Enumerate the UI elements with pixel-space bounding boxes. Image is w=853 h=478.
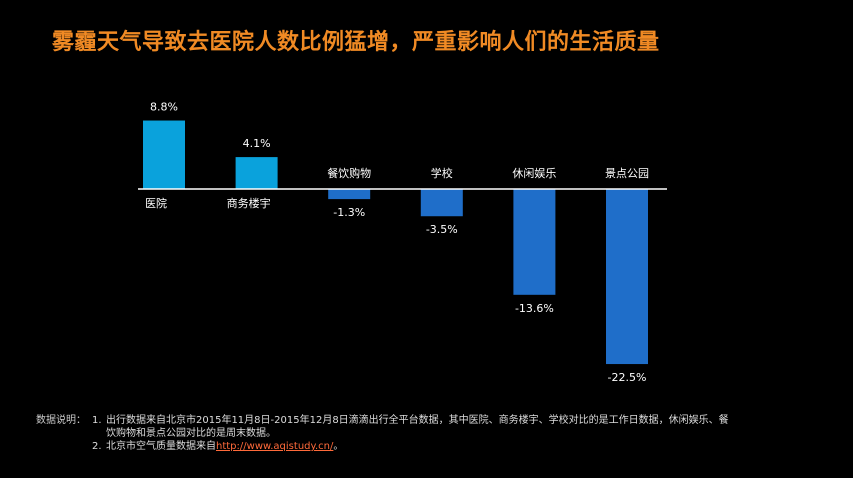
category-label: 餐饮购物 (327, 166, 371, 180)
note-text: 出行数据来自北京市2015年11月8日-2015年12月8日滴滴出行全平台数据，… (106, 415, 729, 439)
category-label: 学校 (431, 166, 453, 180)
note-number: 2. (92, 441, 102, 452)
chart-title: 雾霾天气导致去医院人数比例猛增，严重影响人们的生活质量 (52, 30, 660, 55)
category-label: 景点公园 (605, 167, 649, 180)
bar-6 (606, 189, 648, 365)
data-label: -22.5% (608, 371, 647, 384)
data-label: -1.3% (333, 206, 365, 219)
note-number: 1. (92, 415, 102, 426)
note-item-1: 1. 出行数据来自北京市2015年11月8日-2015年12月8日滴滴出行全平台… (92, 414, 732, 440)
labels-group: 8.8% 医院 4.1% 商务楼宇 -1.3% 餐饮购物 -3.5% 学校 -13.6% 休闲娱乐… (145, 101, 649, 385)
bar-4 (420, 189, 463, 217)
data-label: -3.5% (426, 223, 458, 236)
bar-2 (235, 157, 278, 189)
bar-chart: 8.8% 医院 4.1% 商务楼宇 -1.3% 餐饮购物 -3.5% 学校 -13.6% 休闲娱乐… (138, 101, 667, 385)
note-text: 北京市空气质量数据来自 (106, 441, 216, 452)
note-item-2: 2. 北京市空气质量数据来自http://www.aqistudy.cn/。 (92, 440, 732, 453)
bar-5 (513, 189, 556, 295)
bars-group (143, 120, 648, 365)
data-label: -13.6% (515, 302, 554, 315)
bar-1 (143, 120, 185, 189)
category-label: 休闲娱乐 (512, 166, 556, 180)
category-label: 商务楼宇 (227, 196, 271, 210)
category-label: 医院 (145, 196, 167, 210)
source-link[interactable]: http://www.aqistudy.cn/ (216, 441, 334, 452)
notes-list: 1. 出行数据来自北京市2015年11月8日-2015年12月8日滴滴出行全平台… (92, 414, 732, 453)
data-label: 8.8% (150, 101, 178, 114)
note-suffix: 。 (333, 441, 344, 452)
notes-label: 数据说明： (36, 415, 86, 426)
data-label: 4.1% (243, 137, 271, 150)
bar-3 (328, 189, 371, 200)
